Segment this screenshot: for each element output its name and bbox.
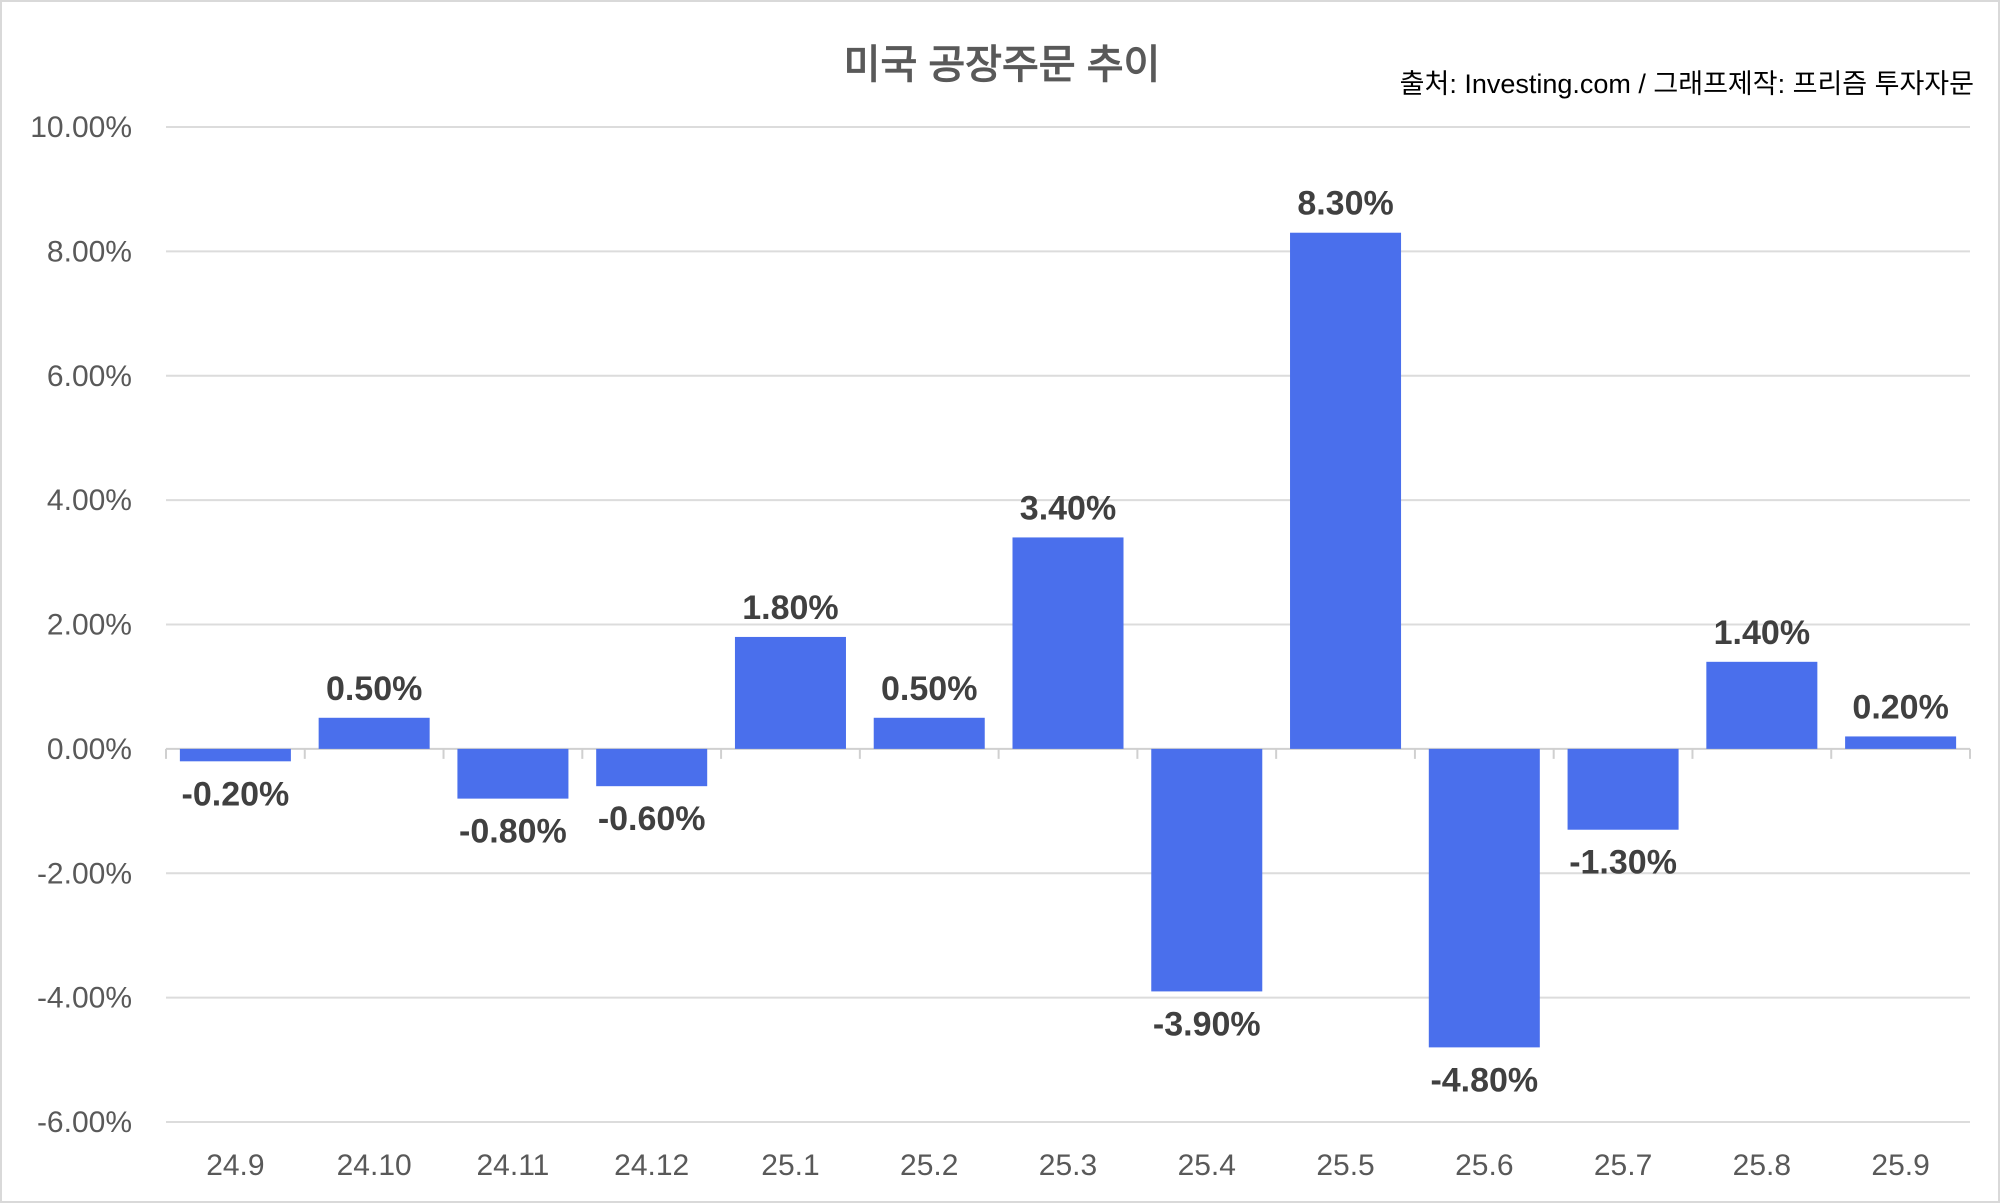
data-label: 0.20% [1852,688,1948,726]
y-tick-label: 8.00% [47,235,132,268]
y-tick-label: 2.00% [47,609,132,642]
x-tick-label: 25.2 [900,1149,958,1182]
data-label: 1.40% [1714,614,1810,652]
x-tick-label: 25.7 [1594,1149,1652,1182]
y-tick-label: 0.00% [47,733,132,766]
y-tick-label: 6.00% [47,360,132,393]
x-tick-label: 25.9 [1871,1149,1929,1182]
data-label: 0.50% [881,670,977,708]
data-label: -1.30% [1569,844,1677,882]
x-tick-label: 25.4 [1178,1149,1236,1182]
bar [734,636,846,749]
bar [596,748,708,787]
x-tick-label: 25.3 [1039,1149,1097,1182]
chart-title: 미국 공장주문 추이 [843,43,1161,87]
source-note: 출처: Investing.com / 그래프제작: 프리즘 투자자문 [1399,69,1974,99]
y-tick-label: -2.00% [37,857,132,890]
bar [1845,736,1957,749]
bar [1290,232,1402,749]
bar [1151,748,1263,992]
data-label: -0.60% [598,800,706,838]
bar [1567,748,1679,830]
data-label: -0.80% [459,813,567,851]
data-label: 3.40% [1020,489,1116,527]
bar [457,748,569,799]
y-tick-label: -4.00% [37,982,132,1015]
bar [873,717,985,749]
x-tick-label: 25.1 [761,1149,819,1182]
data-label: 1.80% [742,589,838,627]
bar [1706,661,1818,749]
data-label: 0.50% [326,670,422,708]
bar [318,717,430,749]
y-tick-label: 10.00% [30,111,132,144]
data-label: -0.20% [182,775,290,813]
x-tick-label: 24.11 [476,1149,549,1182]
data-label: 8.30% [1297,185,1393,223]
x-tick-label: 24.9 [206,1149,264,1182]
bar [1012,537,1124,749]
x-tick-label: 25.8 [1733,1149,1791,1182]
y-tick-label: 4.00% [47,484,132,517]
x-tick-label: 24.12 [614,1149,689,1182]
x-tick-label: 25.5 [1316,1149,1374,1182]
data-label: -4.80% [1430,1061,1538,1099]
x-tick-label: 25.6 [1455,1149,1513,1182]
y-tick-label: -6.00% [37,1106,132,1139]
bar [1428,748,1540,1048]
bar [179,748,291,762]
x-tick-label: 24.10 [337,1149,412,1182]
data-label: -3.90% [1153,1005,1261,1043]
